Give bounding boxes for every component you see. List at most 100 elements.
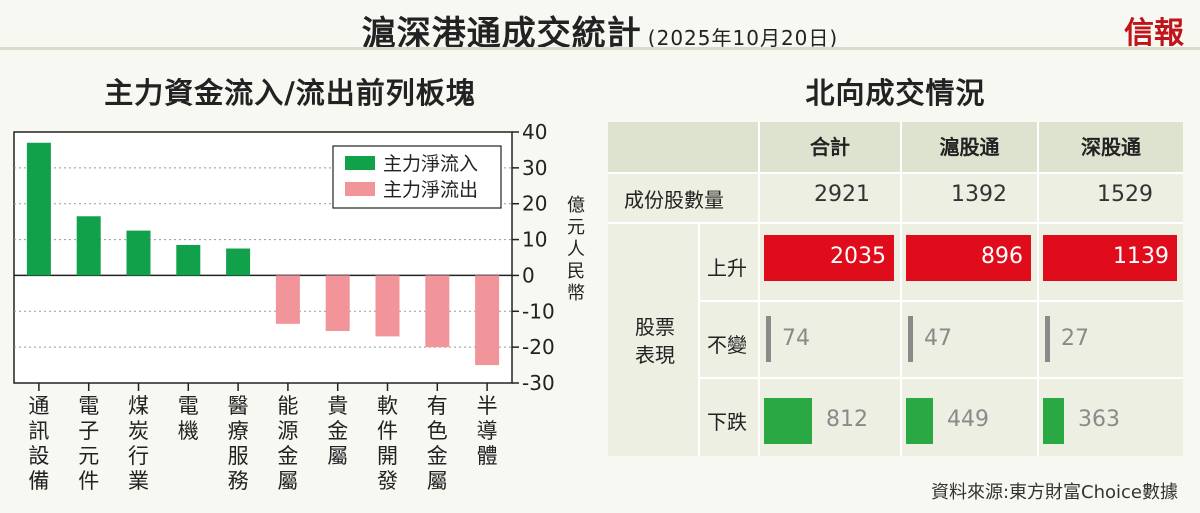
title-rule bbox=[0, 47, 1200, 50]
x-tick-label: 業 bbox=[128, 469, 149, 493]
outflow-bar bbox=[475, 275, 500, 366]
legend-label: 主力淨流出 bbox=[383, 179, 478, 201]
column-header: 深股通 bbox=[1081, 135, 1141, 159]
outflow-bar bbox=[325, 275, 350, 332]
x-tick-label: 服 bbox=[228, 444, 249, 468]
x-tick-label: 金 bbox=[427, 444, 448, 468]
fund-flow-chart: 403020100-10-20-30通訊設備電子元件煤炭行業電機醫療服務能源金屬… bbox=[13, 120, 555, 493]
constituents-value: 1392 bbox=[951, 182, 1007, 207]
source-note: 資料來源:東方財富Choice數據 bbox=[930, 482, 1178, 503]
column-header: 滬股通 bbox=[939, 135, 1000, 159]
left-panel-title: 主力資金流入/流出前列板塊 bbox=[104, 76, 476, 110]
legend-swatch-outflow bbox=[345, 182, 375, 196]
y-tick-label: 20 bbox=[522, 192, 547, 216]
up-bar bbox=[764, 235, 894, 281]
flat-bar bbox=[1045, 316, 1050, 362]
row-divider bbox=[608, 172, 1183, 174]
up-value: 2035 bbox=[830, 244, 886, 269]
x-tick-label: 有 bbox=[427, 394, 448, 418]
x-tick-label: 件 bbox=[377, 419, 398, 443]
legend-swatch-inflow bbox=[345, 156, 375, 170]
label-divider bbox=[698, 223, 700, 456]
brand-logo: 信報 bbox=[1124, 16, 1184, 51]
up-bar bbox=[1043, 235, 1177, 281]
flat-value: 27 bbox=[1061, 326, 1089, 351]
x-tick-label: 屬 bbox=[327, 444, 348, 468]
column-divider bbox=[758, 122, 760, 456]
x-tick-label: 開 bbox=[377, 444, 398, 468]
flat-value: 47 bbox=[924, 326, 952, 351]
x-tick-label: 元 bbox=[78, 444, 99, 468]
inflow-bar bbox=[26, 142, 51, 276]
row-label-2: 下跌 bbox=[707, 410, 747, 434]
y-tick-label: 30 bbox=[522, 156, 547, 180]
row-label-1: 不變 bbox=[707, 333, 747, 357]
table-header-row bbox=[608, 122, 1183, 172]
flat-value: 74 bbox=[782, 326, 810, 351]
y-tick-label: -30 bbox=[522, 371, 555, 395]
inflow-bar bbox=[76, 216, 101, 276]
x-tick-label: 務 bbox=[228, 469, 249, 493]
x-tick-label: 體 bbox=[477, 444, 498, 468]
x-tick-label: 能 bbox=[277, 394, 298, 418]
x-tick-label: 訊 bbox=[28, 419, 49, 443]
inflow-bar bbox=[226, 248, 251, 276]
x-tick-label: 貴 bbox=[327, 394, 348, 418]
performance-group-label-2: 表現 bbox=[635, 343, 675, 367]
constituents-value: 2921 bbox=[814, 182, 870, 207]
up-value: 1139 bbox=[1113, 244, 1169, 269]
column-header: 合計 bbox=[810, 135, 850, 159]
x-tick-label: 導 bbox=[477, 419, 498, 443]
x-tick-label: 電 bbox=[178, 394, 199, 418]
outflow-bar bbox=[375, 275, 400, 337]
column-divider bbox=[1037, 122, 1039, 456]
y-tick-label: -20 bbox=[522, 335, 555, 359]
x-tick-label: 金 bbox=[277, 444, 298, 468]
x-tick-label: 金 bbox=[327, 419, 348, 443]
y-tick-label: 10 bbox=[522, 228, 547, 252]
row-divider bbox=[698, 300, 1183, 302]
x-tick-label: 備 bbox=[28, 469, 49, 493]
down-bar bbox=[906, 398, 933, 444]
x-tick-label: 件 bbox=[78, 469, 99, 493]
x-tick-label: 子 bbox=[78, 419, 99, 443]
x-tick-label: 炭 bbox=[128, 419, 149, 443]
inflow-bar bbox=[176, 244, 201, 276]
down-bar bbox=[764, 398, 812, 444]
legend-label: 主力淨流入 bbox=[383, 153, 478, 175]
northbound-table: 合計 滬股通 深股通成份股數量 2921 1392 1529 股票表現 上升 2035 896 11… bbox=[608, 122, 1183, 456]
y-tick-label: 40 bbox=[522, 120, 547, 144]
x-tick-label: 通 bbox=[28, 394, 49, 418]
x-tick-label: 發 bbox=[377, 469, 398, 493]
down-bar bbox=[1043, 398, 1064, 444]
down-value: 812 bbox=[826, 407, 868, 432]
flat-bar bbox=[766, 316, 771, 362]
constituents-label: 成份股數量 bbox=[624, 188, 724, 212]
y-axis-unit: 億元人民幣 bbox=[567, 195, 585, 304]
x-tick-label: 醫 bbox=[228, 394, 249, 418]
x-tick-label: 軟 bbox=[377, 394, 398, 418]
flat-bar bbox=[908, 316, 913, 362]
outflow-bar bbox=[275, 275, 300, 324]
x-tick-label: 設 bbox=[28, 444, 49, 468]
constituents-value: 1529 bbox=[1097, 182, 1153, 207]
x-tick-label: 色 bbox=[427, 419, 448, 443]
row-label-0: 上升 bbox=[707, 256, 747, 280]
up-value: 896 bbox=[981, 244, 1023, 269]
x-tick-label: 療 bbox=[228, 419, 249, 443]
x-tick-label: 屬 bbox=[427, 469, 448, 493]
up-bar bbox=[906, 235, 1031, 281]
x-tick-label: 半 bbox=[477, 394, 498, 418]
y-tick-label: 0 bbox=[522, 263, 535, 287]
x-tick-label: 源 bbox=[277, 419, 298, 443]
y-tick-label: -10 bbox=[522, 299, 555, 323]
title-date: (2025年10月20日) bbox=[647, 26, 839, 50]
inflow-bar bbox=[126, 230, 151, 276]
outflow-bar bbox=[425, 275, 450, 348]
performance-group-label: 股票 bbox=[635, 315, 675, 339]
down-value: 363 bbox=[1078, 407, 1120, 432]
x-tick-label: 行 bbox=[128, 444, 149, 468]
x-tick-label: 屬 bbox=[277, 469, 298, 493]
row-divider bbox=[698, 377, 1183, 379]
x-tick-label: 煤 bbox=[128, 394, 149, 418]
